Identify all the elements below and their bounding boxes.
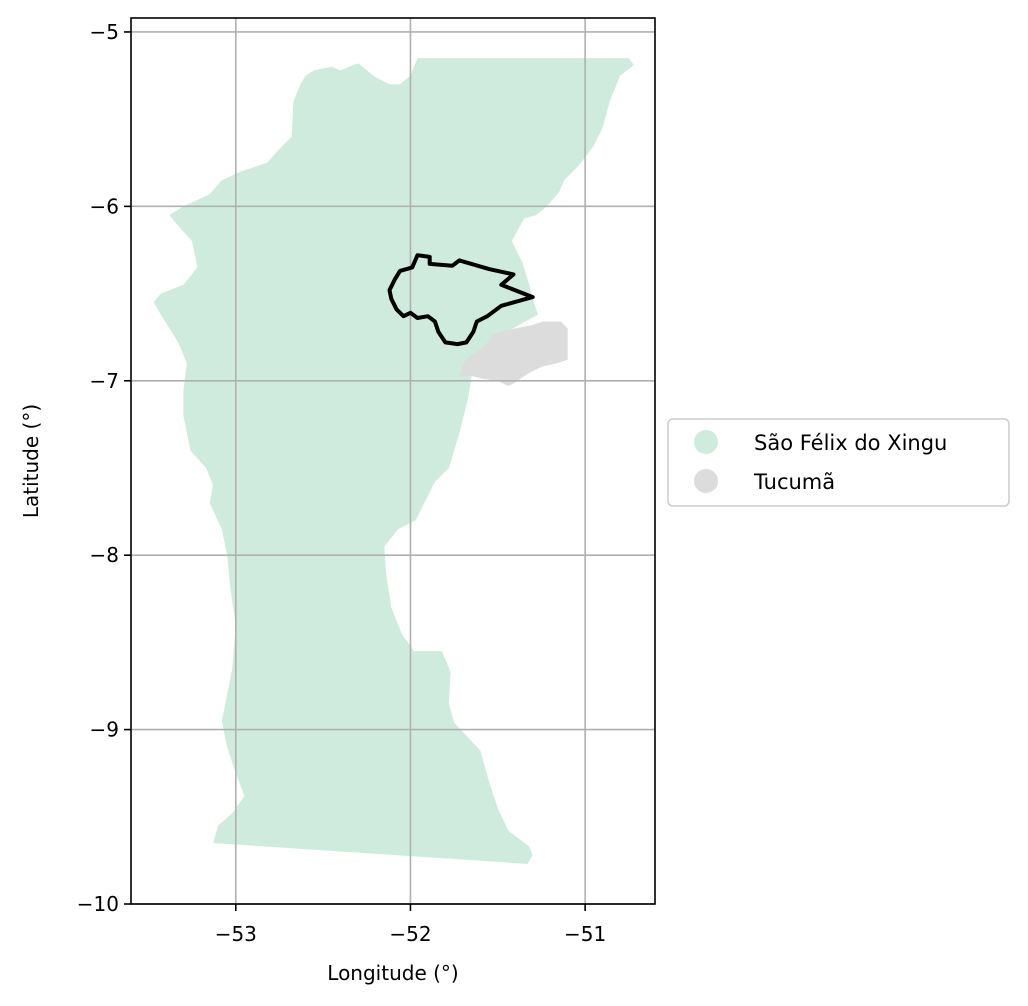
y-axis-title: Latitude (°) <box>19 404 43 518</box>
y-tick-label: −9 <box>90 718 119 742</box>
legend-marker-sao-felix <box>694 430 718 454</box>
x-tick-label: −52 <box>389 922 431 946</box>
x-axis-title: Longitude (°) <box>327 961 458 985</box>
y-tick-label: −8 <box>90 543 119 567</box>
y-tick-label: −10 <box>77 892 119 916</box>
x-tick-label: −53 <box>215 922 257 946</box>
y-tick-label: −5 <box>90 20 119 44</box>
y-tick-label: −7 <box>90 369 119 393</box>
x-tick-label: −51 <box>564 922 606 946</box>
legend: São Félix do Xingu Tucumã <box>668 419 1009 506</box>
legend-marker-tucuma <box>694 469 718 493</box>
legend-label-sao-felix: São Félix do Xingu <box>754 431 947 455</box>
y-tick-label: −6 <box>90 194 119 218</box>
legend-label-tucuma: Tucumã <box>753 470 835 494</box>
